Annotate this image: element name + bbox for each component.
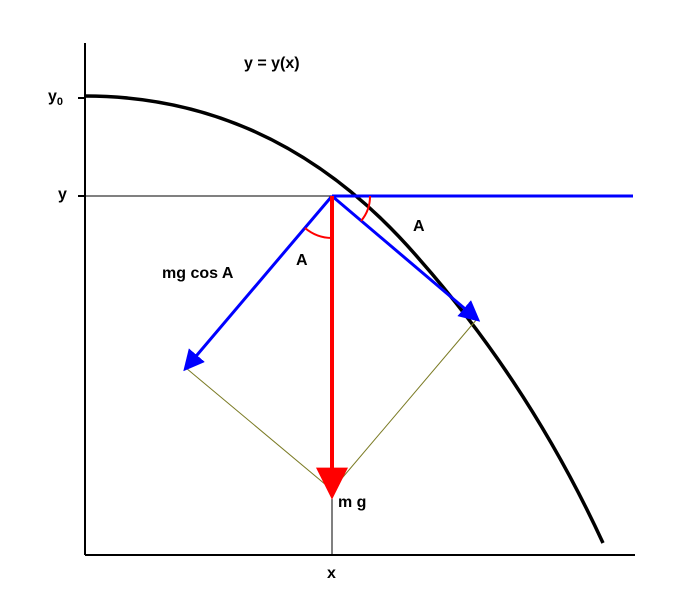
label-x: x: [327, 565, 336, 583]
label-y0: y0: [48, 88, 63, 108]
label-A-upper: A: [413, 218, 425, 236]
label-A-lower: A: [296, 252, 308, 270]
vector-tangent: [332, 196, 477, 319]
label-mg: m g: [338, 494, 366, 512]
label-y: y: [58, 186, 67, 204]
label-title: y = y(x): [244, 55, 300, 73]
parallelogram-side-left: [186, 368, 332, 490]
label-mgcosA: mg cos A: [162, 265, 233, 283]
angle-arc-lower: [305, 228, 332, 238]
diagram-canvas: y = y(x) y0 y x m g mg cos A A A: [0, 0, 693, 600]
parallelogram-side-right: [332, 319, 477, 490]
